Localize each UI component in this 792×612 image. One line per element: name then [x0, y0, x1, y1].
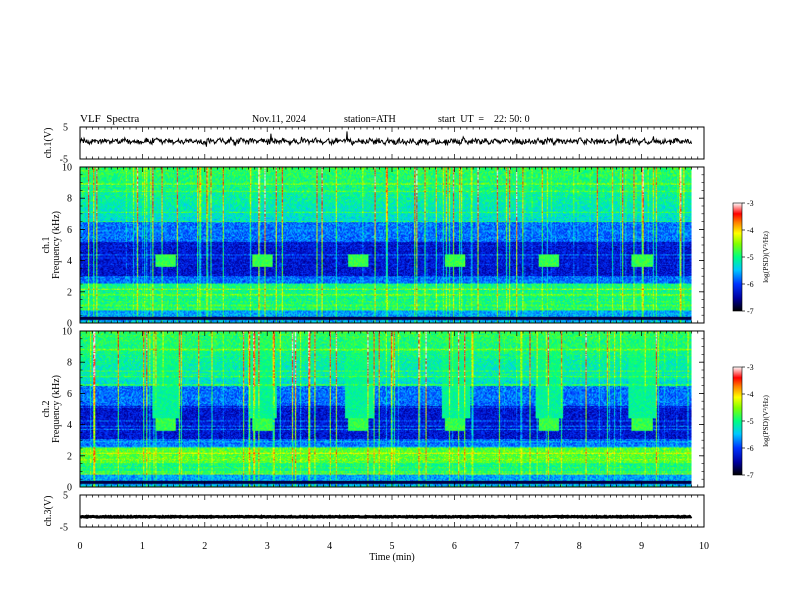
x-tick-label: 4 — [327, 541, 332, 552]
spectrogram-image-1 — [80, 167, 692, 323]
colorbar-tick-label: -6 — [747, 280, 754, 289]
figure-title: VLF Spectra — [80, 113, 140, 125]
y-tick-label: 6 — [67, 225, 72, 236]
station-label: station=ATH — [344, 114, 396, 125]
date-label: Nov.11, 2024 — [252, 114, 306, 125]
colorbar-tick-label: -4 — [747, 390, 754, 399]
x-tick-label: 3 — [265, 541, 270, 552]
y-tick-label: 2 — [67, 287, 72, 298]
colorbar-tick-label: -4 — [747, 226, 754, 235]
y-axis-label-channel: ch.2 — [41, 401, 52, 418]
colorbar-tick-label: -5 — [747, 417, 754, 426]
y-tick-label: 5 — [63, 491, 68, 502]
x-tick-label: 1 — [140, 541, 145, 552]
colorbar-tick-label: -5 — [747, 253, 754, 262]
y-tick-label: 2 — [67, 451, 72, 462]
waveform-line-1 — [79, 131, 692, 147]
x-tick-label: 8 — [577, 541, 582, 552]
colorbar-tick-label: -7 — [747, 471, 754, 480]
waveform-line-4 — [80, 514, 693, 520]
y-axis-label-channel: ch.1 — [41, 237, 52, 254]
x-tick-label: 9 — [639, 541, 644, 552]
x-tick-label: 0 — [78, 541, 83, 552]
x-tick-label: 10 — [699, 541, 709, 552]
y-tick-label: 10 — [62, 163, 72, 174]
y-tick-label: 6 — [67, 389, 72, 400]
x-axis-label: Time (min) — [369, 552, 414, 563]
colorbar — [732, 202, 743, 312]
start-time-label: start UT = 22: 50: 0 — [438, 114, 530, 125]
y-axis-label-frequency: Frequency (kHz) — [51, 211, 62, 279]
colorbar-tick-label: -6 — [747, 444, 754, 453]
x-tick-label: 6 — [452, 541, 457, 552]
colorbar-tick-label: -3 — [747, 199, 754, 208]
colorbar — [732, 366, 743, 476]
colorbar-label: log(PSD)(V²/Hz) — [761, 395, 770, 447]
y-tick-label: 10 — [62, 327, 72, 338]
y-tick-label: 8 — [67, 358, 72, 369]
colorbar-tick-label: -3 — [747, 363, 754, 372]
y-tick-label: 5 — [63, 123, 68, 134]
y-tick-label: 0 — [67, 319, 72, 330]
colorbar-label: log(PSD)(V²/Hz) — [761, 231, 770, 283]
x-tick-label: 5 — [390, 541, 395, 552]
y-tick-label: 4 — [67, 420, 72, 431]
y-tick-label: -5 — [60, 155, 68, 166]
spectrogram-image-2 — [80, 331, 692, 487]
colorbar-tick-label: -7 — [747, 307, 754, 316]
y-tick-label: 4 — [67, 256, 72, 267]
y-axis-label-frequency: Frequency (kHz) — [51, 375, 62, 443]
x-tick-label: 7 — [514, 541, 519, 552]
y-tick-label: 8 — [67, 194, 72, 205]
y-axis-label: ch.1(V) — [43, 128, 54, 159]
x-tick-label: 2 — [202, 541, 207, 552]
y-tick-label: 0 — [67, 483, 72, 494]
y-tick-label: -5 — [60, 523, 68, 534]
y-axis-label: ch.3(V) — [43, 496, 54, 527]
